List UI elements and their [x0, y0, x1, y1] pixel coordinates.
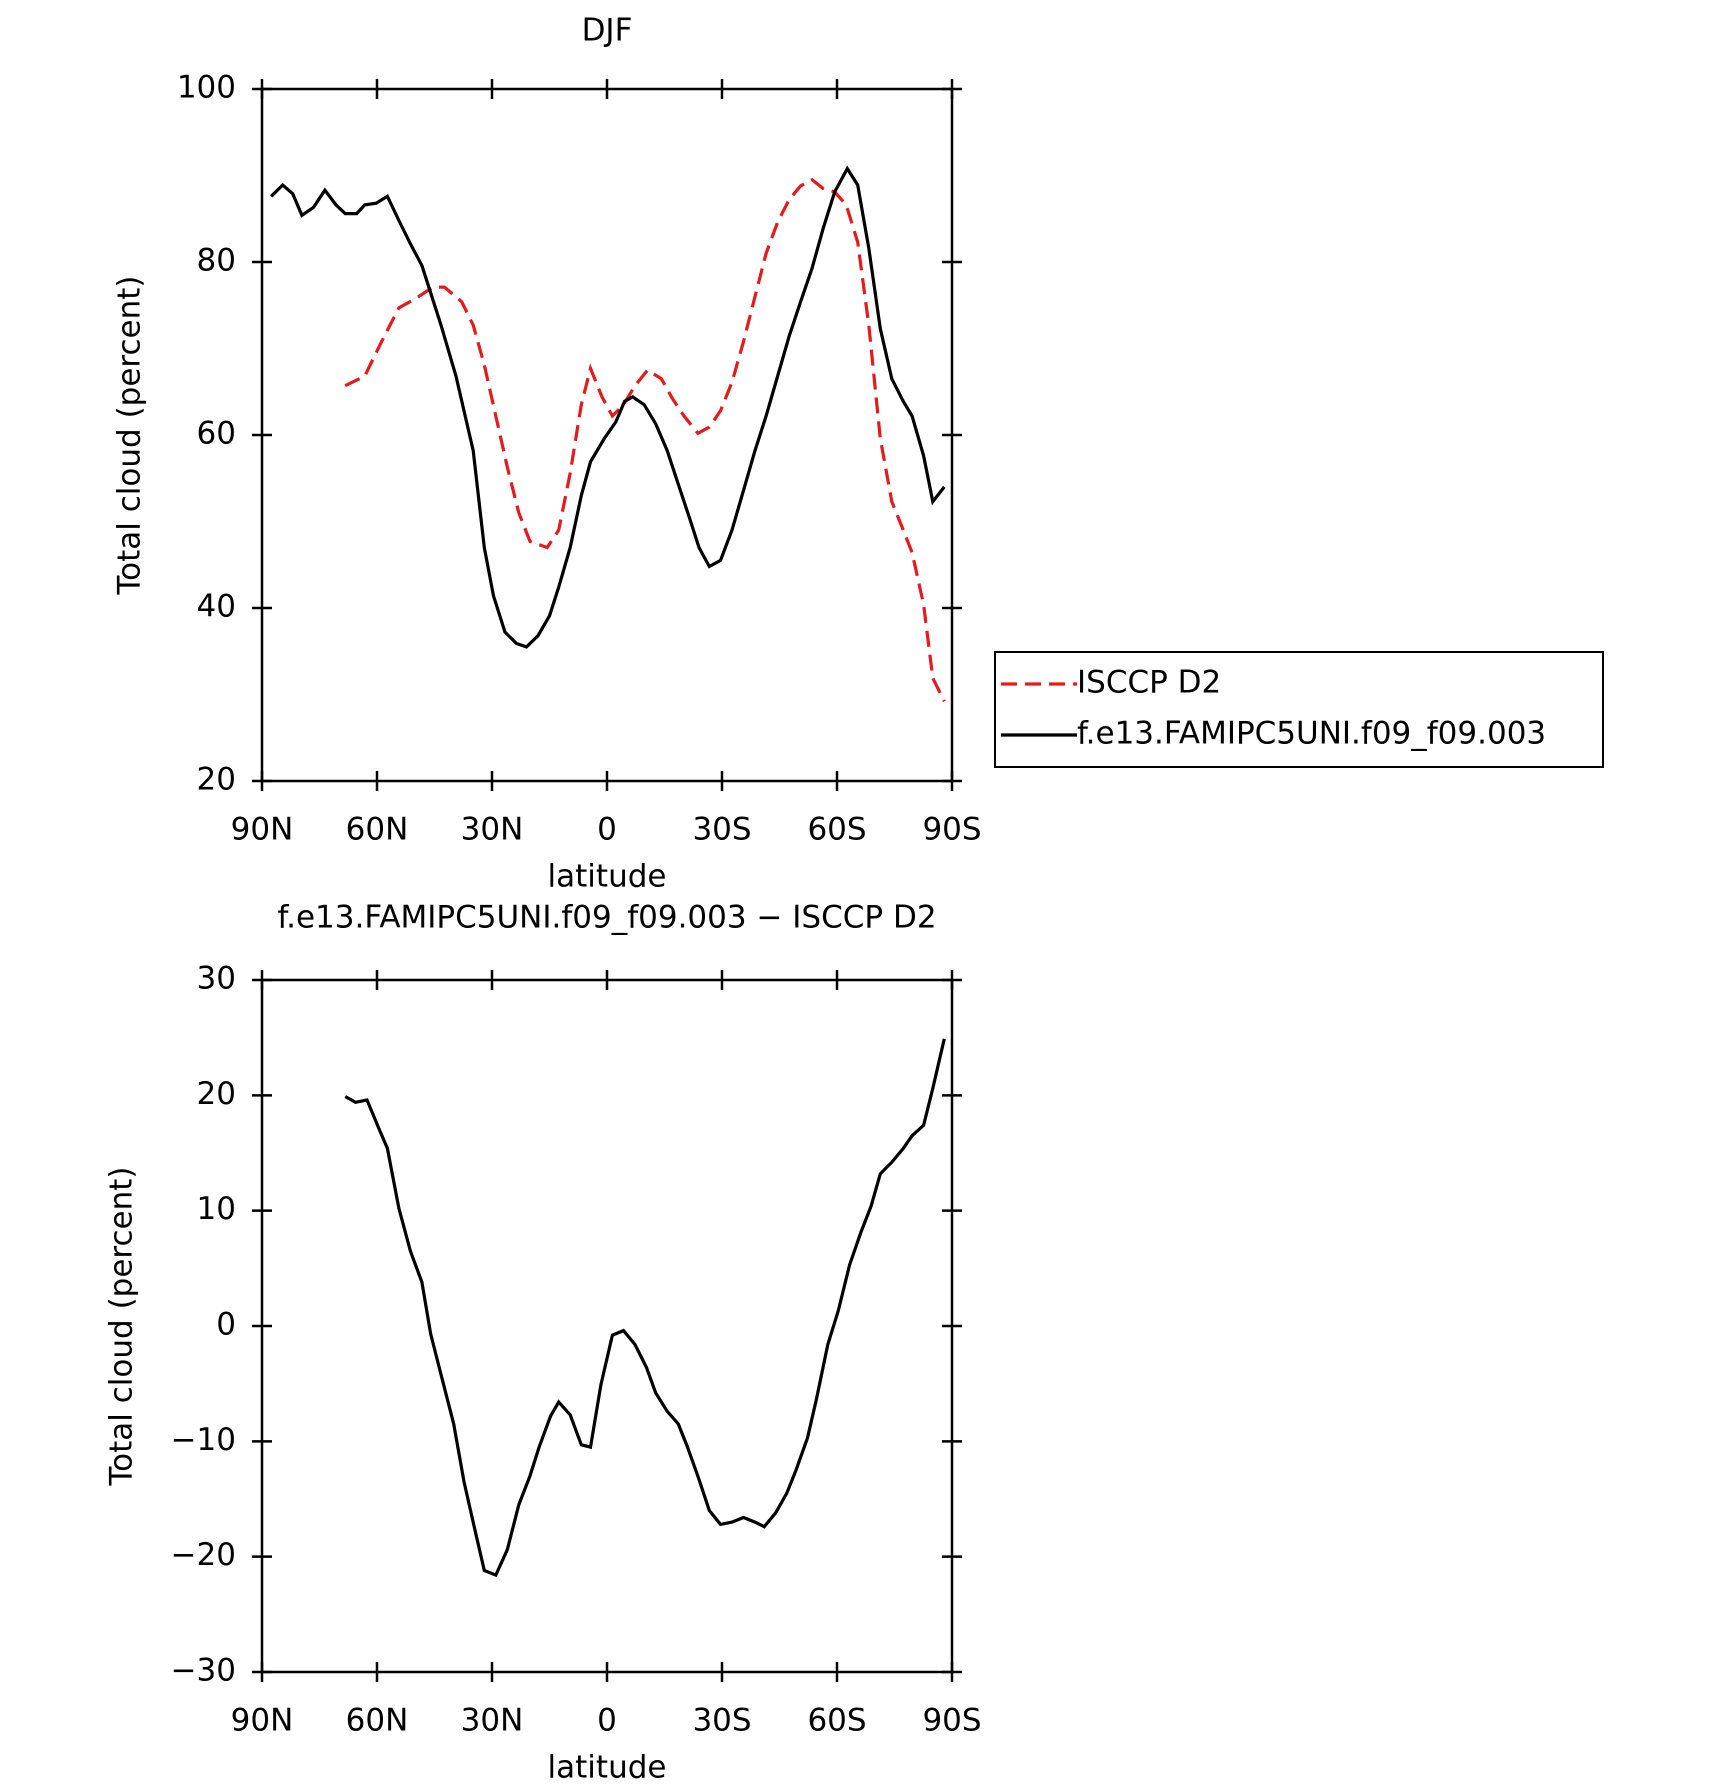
x-tick-label: 90S — [922, 1703, 981, 1739]
plot-frame — [260, 978, 954, 1674]
x-tick-label: 60S — [807, 1703, 866, 1739]
y-tick-label: −30 — [171, 1653, 236, 1689]
x-tick-label: 60S — [807, 812, 866, 848]
y-tick-label: 0 — [216, 1307, 236, 1343]
y-axis-label: Total cloud (percent) — [104, 1167, 140, 1487]
y-tick-label: 10 — [197, 1191, 236, 1227]
x-tick-label: 0 — [597, 812, 617, 848]
x-tick-label: 30S — [692, 812, 751, 848]
y-tick-label: 20 — [197, 762, 236, 798]
y-tick-label: 80 — [197, 243, 236, 279]
legend-label: f.e13.FAMIPC5UNI.f09_f09.003 — [1077, 716, 1546, 752]
y-axis-label: Total cloud (percent) — [112, 276, 148, 596]
y-tick-label: −10 — [171, 1422, 236, 1458]
y-tick-label: −20 — [171, 1537, 236, 1573]
y-tick-label: 40 — [197, 589, 236, 625]
chart-title: f.e13.FAMIPC5UNI.f09_f09.003 − ISCCP D2 — [277, 900, 936, 936]
data-line — [344, 177, 946, 703]
x-tick-label: 60N — [346, 1703, 409, 1739]
data-line — [270, 165, 946, 649]
x-tick-label: 30N — [461, 812, 524, 848]
x-tick-label: 0 — [597, 1703, 617, 1739]
x-axis-label: latitude — [548, 1750, 667, 1786]
x-axis-label: latitude — [548, 859, 667, 895]
y-tick-label: 20 — [197, 1076, 236, 1112]
x-tick-label: 90S — [922, 812, 981, 848]
x-tick-label: 90N — [231, 1703, 294, 1739]
x-tick-label: 90N — [231, 812, 294, 848]
legend-label: ISCCP D2 — [1077, 665, 1221, 701]
chart-title: DJF — [582, 13, 633, 49]
data-line — [344, 1038, 946, 1578]
y-tick-label: 60 — [197, 416, 236, 452]
x-tick-label: 30S — [692, 1703, 751, 1739]
y-tick-label: 100 — [177, 70, 236, 106]
x-tick-label: 30N — [461, 1703, 524, 1739]
y-tick-label: 30 — [197, 961, 236, 997]
x-tick-label: 60N — [346, 812, 409, 848]
plot-frame — [260, 87, 954, 783]
legend-box — [994, 651, 1604, 768]
